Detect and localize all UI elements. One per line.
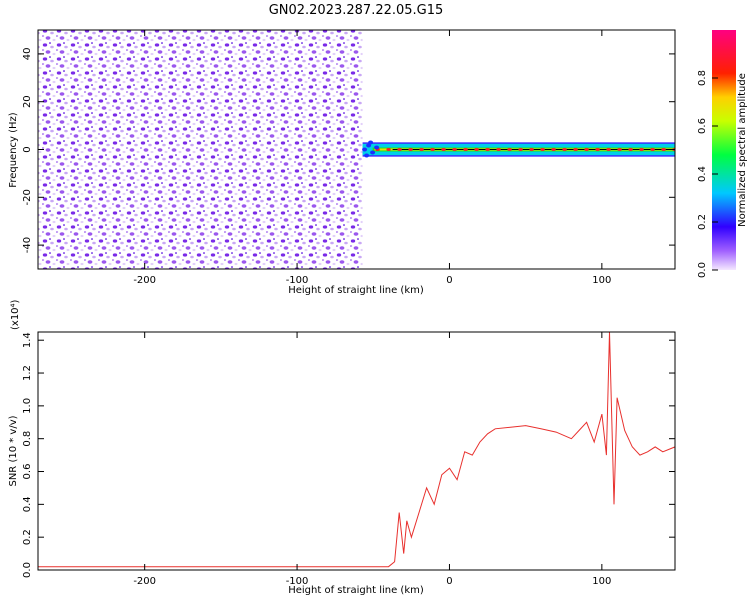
- band-peak-dot: [463, 148, 468, 151]
- band-edge-blob: [366, 143, 372, 148]
- band-peak-dot: [397, 148, 402, 151]
- band-peak-dot: [562, 148, 567, 151]
- snr-frame: [37, 331, 676, 571]
- band-peak-dot: [474, 148, 479, 151]
- spectrogram-band-region: [362, 140, 675, 158]
- band-peak-dot: [595, 148, 600, 151]
- snr-series-line: [38, 332, 675, 568]
- colorbar-tick-label: 0.2: [697, 214, 708, 230]
- snr-ylabel: SNR (10 * v/v): [8, 415, 19, 486]
- band-peak-dot: [386, 148, 391, 151]
- snr-ytick-label: 1.4: [22, 332, 33, 348]
- colorbar-label: Normalized spectral amplitude: [737, 73, 748, 227]
- spectrogram-ytick-label: -40: [22, 237, 33, 253]
- band-peak-dot: [452, 148, 457, 151]
- spectrogram-xtick-label: 100: [592, 275, 611, 286]
- band-peak-dot: [540, 148, 545, 151]
- snr-multiplier: (x10⁴): [10, 299, 21, 330]
- band-edge-blob: [368, 140, 374, 145]
- band-peak-dot: [661, 148, 666, 151]
- band-peak-dot: [573, 148, 578, 151]
- band-peak-dot: [496, 148, 501, 151]
- band-peak-dot: [650, 148, 655, 151]
- snr-ticks: -200 -100 0 100 0.0 0.2 0.4 0.6 0.8 1.0 1.2 1.4: [22, 332, 675, 587]
- snr-xtick-label: -100: [286, 576, 309, 587]
- band-edge-blob: [374, 145, 380, 150]
- snr-ytick-label: 0.2: [22, 529, 33, 545]
- spectrogram-xtick-label: -100: [286, 275, 309, 286]
- colorbar-gradient: [712, 30, 736, 270]
- band-peak-dot: [419, 148, 424, 151]
- spectrogram-xtick-label: -200: [133, 275, 156, 286]
- band-peak-dot: [408, 148, 413, 151]
- colorbar-ticks: 0.0 0.2 0.4 0.6 0.8: [697, 70, 718, 278]
- band-peak-dot: [551, 148, 556, 151]
- spectrogram-ytick-label: -20: [22, 189, 33, 205]
- band-edge-blob: [364, 153, 370, 158]
- spectrogram-ylabel: Frequency (Hz): [8, 112, 19, 188]
- band-peak-dot: [507, 148, 512, 151]
- band-peak-dot: [639, 148, 644, 151]
- snr-ytick-label: 0.4: [22, 496, 33, 512]
- band-peak-dot: [628, 148, 633, 151]
- band-peak-dot: [430, 148, 435, 151]
- band-peak-dot: [441, 148, 446, 151]
- colorbar-tick-label: 0.4: [697, 166, 708, 182]
- colorbar: 0.0 0.2 0.4 0.6 0.8 Normalized spectral ampl…: [697, 30, 748, 278]
- snr-xtick-label: 100: [592, 576, 611, 587]
- band-peak-dot: [606, 148, 611, 151]
- snr-ytick-label: 1.0: [22, 398, 33, 414]
- colorbar-tick-label: 0.8: [697, 70, 708, 86]
- spectrogram-xtick-label: 0: [446, 275, 452, 286]
- snr-xlabel: Height of straight line (km): [288, 585, 424, 596]
- colorbar-tick-label: 0.0: [697, 262, 708, 278]
- snr-ytick-label: 1.2: [22, 365, 33, 381]
- band-peak-dot: [485, 148, 490, 151]
- spectrogram-ytick-label: 0: [22, 146, 33, 152]
- snr-ytick-label: 0.0: [22, 562, 33, 578]
- spectrogram-ytick-label: 40: [22, 48, 33, 61]
- spectrogram-noise-region: [38, 30, 363, 269]
- band-peak-dot: [518, 148, 523, 151]
- spectrogram-ytick-label: 20: [22, 95, 33, 108]
- band-edge-blob: [370, 150, 376, 155]
- band-peak-dot: [584, 148, 589, 151]
- snr-ytick-label: 0.8: [22, 431, 33, 447]
- snr-xtick-label: -200: [133, 576, 156, 587]
- colorbar-tick-label: 0.6: [697, 118, 708, 134]
- snr-ytick-label: 0.6: [22, 464, 33, 480]
- band-peak-dot: [529, 148, 534, 151]
- snr-panel: -200 -100 0 100 0.0 0.2 0.4 0.6 0.8 1.0 1.2 1.4 Hei…: [8, 299, 676, 596]
- snr-xtick-label: 0: [446, 576, 452, 587]
- spectrogram-xlabel: Height of straight line (km): [288, 285, 424, 296]
- band-edge-blob: [362, 147, 368, 152]
- figure-title: GN02.2023.287.22.05.G15: [269, 3, 444, 18]
- band-peak-dot: [617, 148, 622, 151]
